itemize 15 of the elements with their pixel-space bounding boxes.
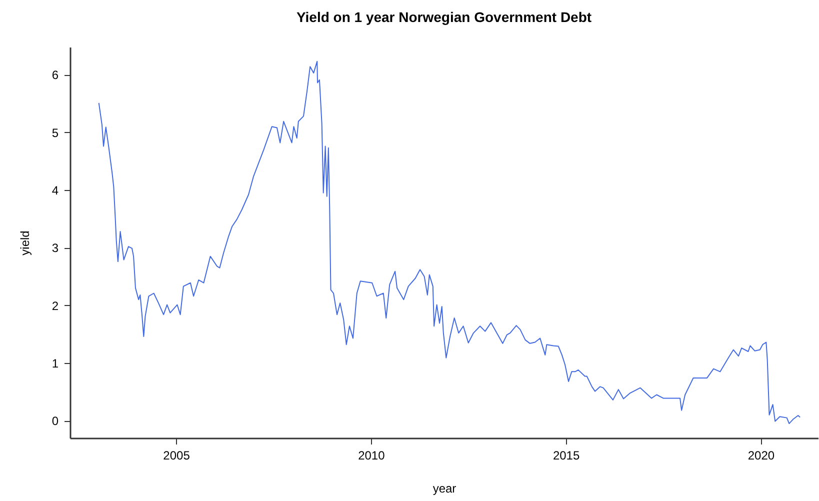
chart-title: Yield on 1 year Norwegian Government Debt <box>296 9 592 25</box>
y-tick-label: 0 <box>52 414 59 428</box>
y-tick-label: 3 <box>52 241 59 256</box>
y-tick-label: 2 <box>52 298 59 313</box>
x-tick-label: 2015 <box>552 448 580 462</box>
line-series <box>98 60 801 424</box>
x-tick-label: 2020 <box>748 448 775 462</box>
x-tick-label: 2010 <box>358 448 386 462</box>
x-axis-title: year <box>432 482 456 496</box>
y-tick-label: 5 <box>52 126 59 140</box>
y-axis-title: yield <box>18 230 32 256</box>
x-tick-label: 2005 <box>163 448 190 462</box>
y-tick-label: 4 <box>52 184 59 198</box>
y-tick-label: 6 <box>52 68 59 82</box>
y-tick-label: 1 <box>52 356 59 371</box>
